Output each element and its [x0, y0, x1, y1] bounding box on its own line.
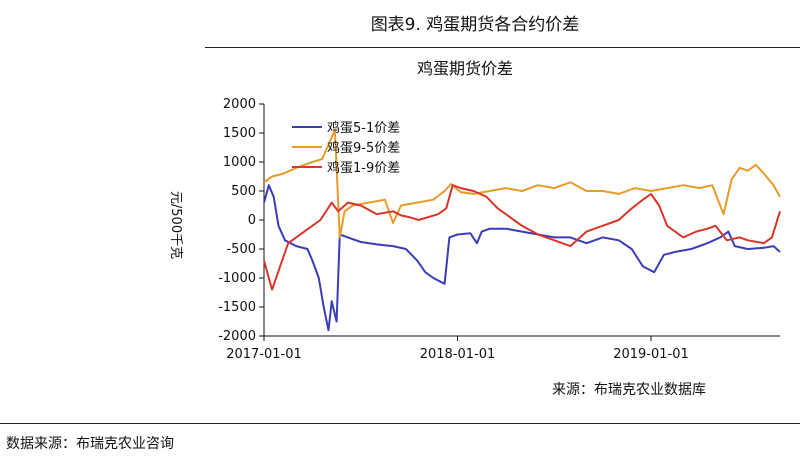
legend-label-2: 鸡蛋9-5价差: [327, 140, 400, 156]
y-tick-label: 500: [231, 184, 256, 199]
legend-label-1: 鸡蛋5-1价差: [327, 120, 400, 136]
x-tick-label: 2018-01-01: [420, 347, 496, 362]
series-line-3: [263, 184, 781, 291]
y-tick-group: 2000 1500 1000 500 0 -500 -1000 -1500 -2000: [218, 97, 264, 344]
y-tick-label: -2000: [218, 329, 256, 344]
series-line-1: [263, 184, 781, 332]
data-source-note: 来源：布瑞克农业数据库: [552, 382, 706, 398]
y-tick-label: 0: [248, 213, 256, 228]
legend-label-3: 鸡蛋1-9价差: [327, 160, 400, 176]
bottom-divider: [0, 423, 800, 424]
y-tick-label: -1000: [218, 271, 256, 286]
x-tick-group: 2017-01-01 2018-01-01 2019-01-01: [226, 336, 689, 362]
figure-title: 图表9. 鸡蛋期货各合约价差: [370, 15, 580, 35]
y-tick-label: 1000: [223, 155, 256, 170]
y-tick-label: -1500: [218, 300, 256, 315]
top-divider: [205, 47, 800, 48]
y-axis-label: 元/500千克: [168, 191, 183, 259]
chart-title: 鸡蛋期货价差: [417, 59, 513, 78]
y-tick-label: 2000: [223, 97, 256, 112]
x-tick-label: 2019-01-01: [613, 347, 689, 362]
series-line-2: [263, 129, 781, 239]
y-tick-label: 1500: [223, 126, 256, 141]
x-tick-label: 2017-01-01: [226, 347, 302, 362]
y-tick-label: -500: [226, 242, 256, 257]
series-group: [263, 129, 781, 332]
footnote: 数据来源：布瑞克农业咨询: [6, 436, 174, 452]
